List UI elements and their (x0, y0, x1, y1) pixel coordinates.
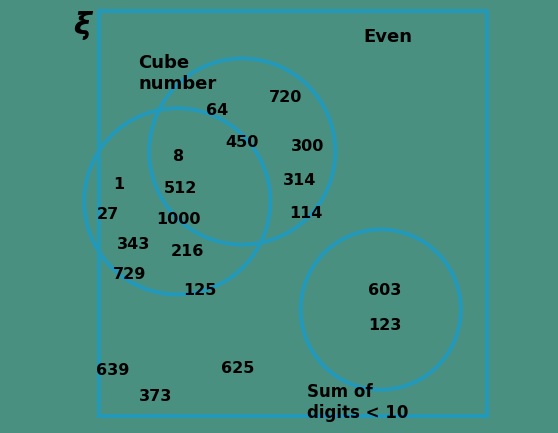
Text: 114: 114 (289, 206, 323, 220)
Text: 1000: 1000 (156, 213, 201, 227)
Text: Cube
number: Cube number (138, 54, 217, 93)
Text: 729: 729 (113, 268, 146, 282)
Text: 512: 512 (163, 181, 197, 196)
Text: 603: 603 (368, 284, 402, 298)
Text: 625: 625 (221, 362, 254, 376)
Text: 300: 300 (291, 139, 324, 154)
Text: Sum of
digits < 10: Sum of digits < 10 (307, 383, 408, 422)
Bar (99, 11, 487, 416)
Text: 450: 450 (225, 135, 259, 149)
Text: 125: 125 (184, 284, 217, 298)
Text: 373: 373 (139, 389, 172, 404)
Text: 639: 639 (95, 363, 129, 378)
Text: 314: 314 (283, 174, 316, 188)
Text: 27: 27 (97, 207, 119, 222)
Text: 123: 123 (368, 318, 402, 333)
Text: 216: 216 (171, 244, 204, 259)
Text: 8: 8 (173, 149, 184, 164)
Text: 64: 64 (206, 103, 229, 118)
Text: Even: Even (363, 28, 412, 46)
Text: 343: 343 (117, 237, 151, 252)
Text: ξ: ξ (73, 11, 92, 40)
Text: 720: 720 (269, 90, 302, 105)
Text: 1: 1 (113, 177, 124, 191)
